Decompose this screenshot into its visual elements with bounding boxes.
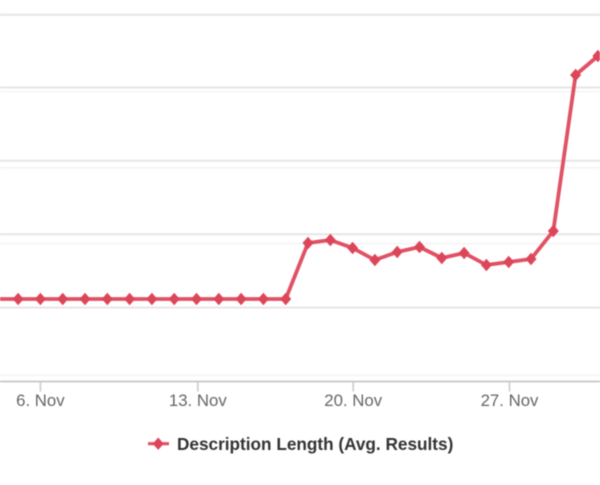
svg-text:Description Length (Avg. Resul: Description Length (Avg. Results) <box>177 434 453 454</box>
svg-text:6. Nov: 6. Nov <box>16 391 65 410</box>
svg-text:27. Nov: 27. Nov <box>481 391 539 410</box>
svg-text:20. Nov: 20. Nov <box>324 391 382 410</box>
svg-text:13. Nov: 13. Nov <box>169 391 227 410</box>
